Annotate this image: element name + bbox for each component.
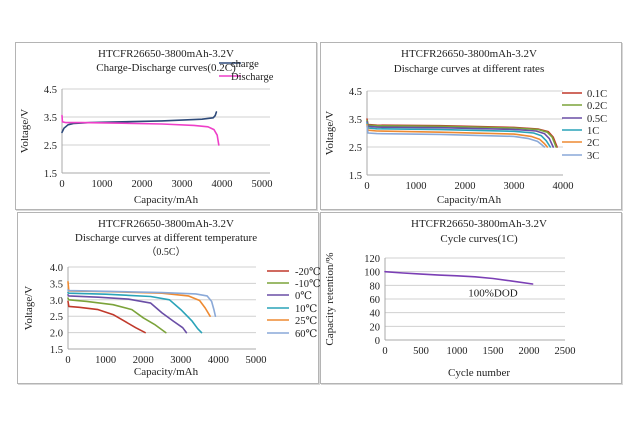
- series-line-0-2c: [366, 119, 557, 148]
- legend-label: 2C: [587, 138, 599, 149]
- legend-label: -10℃: [295, 279, 321, 290]
- legend-label: 25℃: [295, 316, 318, 327]
- series-line-charge: [61, 111, 218, 134]
- x-tick-label: 2500: [555, 346, 576, 357]
- x-axis-label: Capacity/mAh: [437, 194, 502, 206]
- y-tick-label: 60: [370, 295, 381, 306]
- y-tick-label: 2.5: [50, 312, 63, 323]
- y-tick-label: 120: [364, 254, 380, 265]
- x-tick-label: 2000: [132, 179, 153, 190]
- series-line-60-: [67, 289, 217, 317]
- y-tick-label: 4.5: [349, 87, 362, 98]
- chart-subtitle: Discharge curves at different rates: [394, 63, 544, 75]
- y-axis-label: Voltage/V: [324, 111, 336, 155]
- legend-label: 60℃: [295, 329, 318, 340]
- x-tick-label: 0: [65, 355, 70, 366]
- chart-subtitle: Discharge curves at different temperatur…: [75, 232, 257, 244]
- chart-title: HTCFR26650-3800mAh-3.2V: [98, 218, 234, 230]
- y-tick-label: 2.5: [349, 143, 362, 154]
- series-line-25-: [67, 281, 211, 317]
- legend-label: 0.1C: [587, 89, 607, 100]
- charge-discharge-chart-panel: HTCFR26650-3800mAh-3.2V Charge-Discharge …: [15, 42, 317, 210]
- x-tick-label: 5000: [252, 179, 273, 190]
- chart-svg: HTCFR26650-3800mAh-3.2V Discharge curves …: [324, 48, 607, 206]
- y-tick-label: 20: [370, 322, 381, 333]
- y-axis-label: Voltage/V: [23, 286, 35, 330]
- legend-label: 10℃: [295, 304, 318, 315]
- x-axis-label: Capacity/mAh: [134, 366, 199, 378]
- series-line--20-: [67, 300, 146, 334]
- discharge-temperature-chart-panel: HTCFR26650-3800mAh-3.2V Discharge curves …: [17, 212, 321, 384]
- x-axis-label: Capacity/mAh: [134, 194, 199, 206]
- y-tick-label: 0: [375, 336, 380, 347]
- chart-title: HTCFR26650-3800mAh-3.2V: [411, 218, 547, 230]
- legend-label: -20℃: [295, 267, 321, 278]
- y-tick-label: 2.5: [44, 141, 57, 152]
- chart-subtitle: Charge-Discharge curves(0.2C): [96, 62, 236, 74]
- series-line-0-: [67, 294, 188, 334]
- series-line-100-dod: [384, 270, 534, 285]
- x-tick-label: 1000: [406, 181, 427, 192]
- x-tick-label: 1000: [95, 355, 116, 366]
- x-tick-label: 0: [382, 346, 387, 357]
- x-tick-label: 2000: [133, 355, 154, 366]
- x-tick-label: 1500: [483, 346, 504, 357]
- discharge-rates-chart-panel: HTCFR26650-3800mAh-3.2V Discharge curves …: [320, 42, 622, 210]
- y-tick-label: 1.5: [349, 171, 362, 182]
- y-tick-label: 1.5: [44, 169, 57, 180]
- x-tick-label: 500: [413, 346, 429, 357]
- x-tick-label: 1000: [447, 346, 468, 357]
- y-tick-label: 3.5: [50, 279, 63, 290]
- y-tick-label: 40: [370, 309, 381, 320]
- y-tick-label: 80: [370, 281, 381, 292]
- series-line-discharge: [61, 114, 220, 146]
- legend-label: 3C: [587, 151, 599, 162]
- legend-label: 0.2C: [587, 101, 607, 112]
- x-tick-label: 4000: [212, 179, 233, 190]
- legend-label: 0℃: [295, 291, 312, 302]
- y-tick-label: 3.0: [50, 296, 63, 307]
- series-line-10-: [67, 291, 203, 334]
- series-line-1c: [366, 122, 552, 148]
- y-tick-label: 1.5: [50, 345, 63, 356]
- y-tick-label: 4.5: [44, 85, 57, 96]
- y-tick-label: 3.5: [44, 113, 57, 124]
- x-tick-label: 3000: [172, 179, 193, 190]
- chart-svg: HTCFR26650-3800mAh-3.2V Discharge curves …: [23, 218, 321, 378]
- cycle-curves-chart-panel: HTCFR26650-3800mAh-3.2V Cycle curves(1C) 0…: [320, 212, 622, 384]
- legend-label: 0.5C: [587, 114, 607, 125]
- chart-subtitle-note: （0.5C）: [146, 246, 185, 258]
- chart-title: HTCFR26650-3800mAh-3.2V: [98, 48, 234, 60]
- x-tick-label: 1000: [92, 179, 113, 190]
- x-tick-label: 3000: [170, 355, 191, 366]
- x-axis-label: Cycle number: [448, 367, 510, 379]
- y-tick-label: 100: [364, 268, 380, 279]
- series-line--10-: [67, 297, 167, 334]
- y-tick-label: 4.0: [50, 263, 63, 274]
- x-tick-label: 2000: [455, 181, 476, 192]
- series-line-0-5c: [366, 121, 554, 148]
- series-line-3c: [366, 125, 546, 148]
- x-tick-label: 0: [59, 179, 64, 190]
- y-tick-label: 3.5: [349, 115, 362, 126]
- chart-svg: HTCFR26650-3800mAh-3.2V Cycle curves(1C) 0…: [324, 218, 576, 379]
- chart-svg: HTCFR26650-3800mAh-3.2V Charge-Discharge …: [19, 48, 274, 206]
- x-tick-label: 5000: [246, 355, 267, 366]
- chart-subtitle: Cycle curves(1C): [440, 233, 518, 245]
- chart-title: HTCFR26650-3800mAh-3.2V: [401, 48, 537, 60]
- y-axis-label: Voltage/V: [19, 109, 31, 153]
- x-tick-label: 4000: [553, 181, 574, 192]
- y-tick-label: 2.0: [50, 329, 63, 340]
- legend-label: charge: [231, 59, 259, 70]
- legend-label: 1C: [587, 126, 599, 137]
- series-line-2c: [366, 123, 549, 148]
- x-tick-label: 0: [364, 181, 369, 192]
- x-tick-label: 2000: [519, 346, 540, 357]
- y-axis-label: Capacity retention/%: [324, 252, 336, 345]
- annotation-label: 100%DOD: [468, 287, 518, 299]
- x-tick-label: 3000: [504, 181, 525, 192]
- x-tick-label: 4000: [208, 355, 229, 366]
- legend-label: Discharge: [231, 72, 274, 83]
